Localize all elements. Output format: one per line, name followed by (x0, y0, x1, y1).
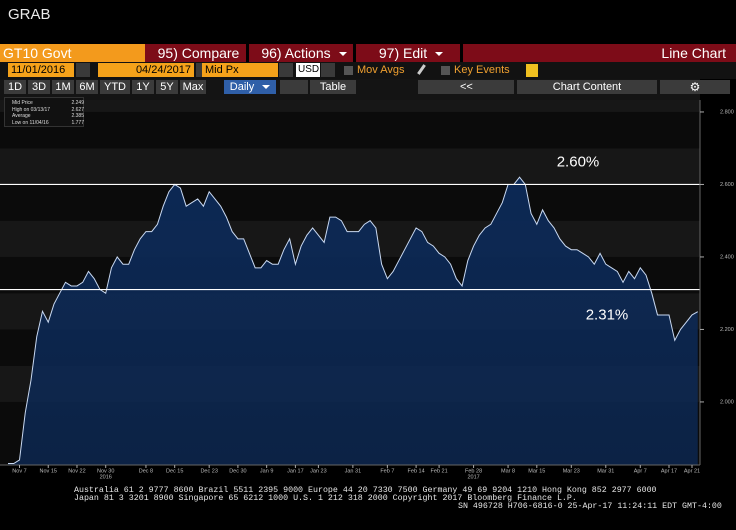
x-tick-label: Feb 28 (465, 468, 482, 474)
period-button[interactable]: 1Y (132, 80, 154, 94)
x-tick-label: Feb 14 (408, 468, 425, 474)
x-tick-label: Nov 22 (68, 468, 85, 474)
chart-content-button[interactable]: Chart Content (517, 80, 657, 94)
area (8, 177, 698, 465)
start-date[interactable]: 11/01/2016 (8, 63, 74, 77)
legend-value: 2.249 (71, 100, 84, 106)
legend-label: High on 03/13/17 (12, 106, 51, 113)
settings-button[interactable]: ⚙ (660, 80, 730, 94)
x-tick-label: Jan 31 (345, 468, 362, 474)
dropdown-icon[interactable] (321, 63, 335, 77)
legend-value: 1.777 (71, 119, 84, 126)
x-tick-label: Mar 23 (563, 468, 580, 474)
period-button[interactable]: Max (180, 80, 206, 94)
y-tick-label: 2.800 (720, 109, 734, 115)
calendar-icon[interactable] (76, 63, 90, 77)
x-tick-label: Feb 21 (431, 468, 448, 474)
actions-menu[interactable]: 96) Actions (249, 44, 353, 62)
legend-value: 2.385 (71, 113, 84, 119)
year-label: 2017 (467, 474, 479, 480)
view-label: Line Chart (463, 44, 736, 62)
x-tick-label: Jan 17 (287, 468, 304, 474)
legend-label: Low on 11/04/16 (12, 119, 49, 126)
footer-line: SN 496728 H706-6816-0 25-Apr-17 11:24:11… (458, 502, 722, 511)
x-tick-label: Mar 8 (501, 468, 515, 474)
year-label: 2016 (100, 474, 112, 480)
field-select[interactable]: Mid Px (202, 63, 278, 77)
x-tick-label: Jan 9 (260, 468, 273, 474)
annotation-label: 2.60% (557, 153, 600, 170)
checkbox[interactable] (344, 66, 353, 75)
screen-title: GRAB (8, 6, 51, 23)
line-chart-icon[interactable] (280, 80, 308, 94)
x-tick-label: Dec 8 (139, 468, 153, 474)
x-tick-label: Feb 7 (380, 468, 394, 474)
checkbox[interactable] (441, 66, 450, 75)
annotation-label: 2.31% (586, 307, 629, 324)
x-tick-label: Apr 17 (661, 468, 677, 474)
x-tick-label: Nov 30 (97, 468, 114, 474)
legend-value: 2.627 (71, 106, 84, 113)
y-axis-panel (700, 100, 736, 465)
legend-label: Average (12, 113, 31, 119)
collapse-button[interactable]: << (418, 80, 514, 94)
x-tick-label: Apr 7 (634, 468, 647, 474)
x-tick-label: Apr 21 (684, 468, 700, 474)
period-button[interactable]: YTD (100, 80, 130, 94)
x-tick-label: Dec 15 (166, 468, 183, 474)
x-tick-label: Mar 31 (597, 468, 614, 474)
currency-select[interactable]: USD (296, 63, 320, 77)
y-tick-label: 2.400 (720, 254, 734, 260)
footer-line: Australia 61 2 9777 8600 Brazil 5511 239… (74, 486, 657, 495)
security-field[interactable]: GT10 Govt (0, 44, 145, 62)
key-events-label: Key Events (454, 64, 510, 76)
info-icon[interactable] (526, 64, 538, 77)
footer-line: Japan 81 3 3201 8900 Singapore 65 6212 1… (74, 494, 577, 503)
x-tick-label: Nov 15 (40, 468, 57, 474)
x-tick-label: Jan 23 (310, 468, 327, 474)
period-button[interactable]: 6M (76, 80, 98, 94)
compare-button[interactable]: 95) Compare (145, 44, 246, 62)
period-button[interactable]: 1D (4, 80, 26, 94)
edit-menu[interactable]: 97) Edit (356, 44, 460, 62)
x-tick-label: Mar 15 (528, 468, 545, 474)
legend-label: Mid Price (12, 100, 33, 106)
line (8, 176, 698, 465)
mov-avgs-label: Mov Avgs (357, 64, 405, 76)
table-button[interactable]: Table (310, 80, 356, 94)
x-tick-label: Dec 30 (229, 468, 246, 474)
y-tick-label: 2.200 (720, 327, 734, 333)
dropdown-icon[interactable] (279, 63, 293, 77)
y-tick-label: 2.000 (720, 399, 734, 405)
period-button[interactable]: 3D (28, 80, 50, 94)
y-tick-label: 2.600 (720, 182, 734, 188)
frequency-select[interactable]: Daily (224, 80, 276, 94)
grid-band (0, 148, 700, 185)
x-tick-label: Nov 7 (12, 468, 26, 474)
period-button[interactable]: 1M (52, 80, 74, 94)
end-date[interactable]: 04/24/2017 (98, 63, 194, 77)
x-tick-label: Dec 23 (200, 468, 217, 474)
legend-box (4, 97, 84, 127)
period-button[interactable]: 5Y (156, 80, 178, 94)
